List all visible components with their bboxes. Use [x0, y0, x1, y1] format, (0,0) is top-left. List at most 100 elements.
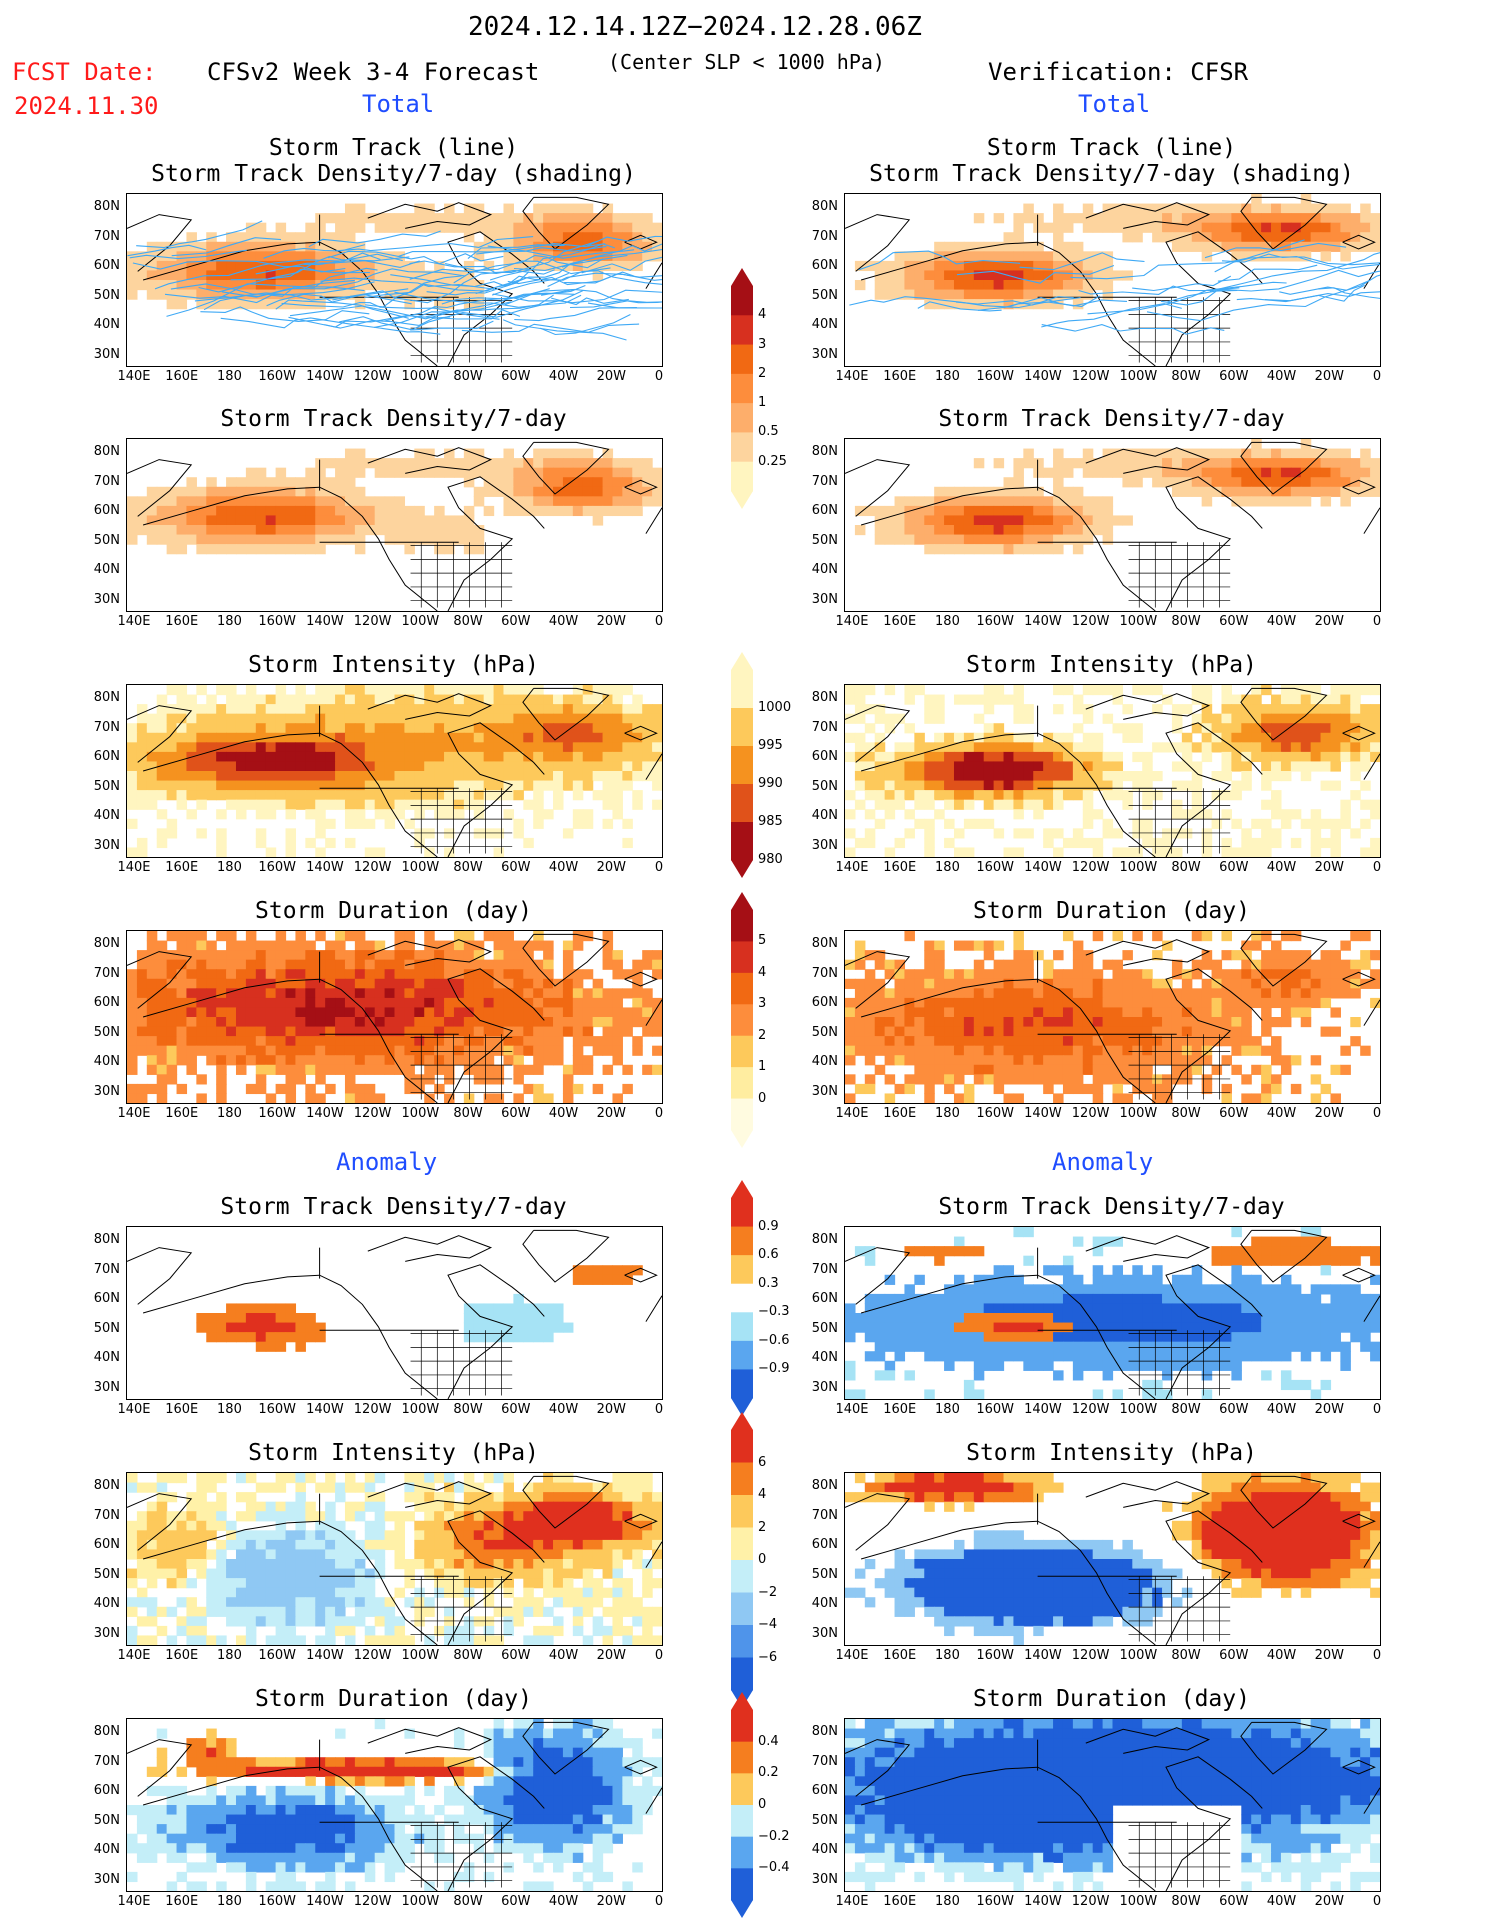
heatmap-cell [364, 704, 376, 715]
heatmap-cell [444, 1064, 455, 1075]
heatmap-cell [1072, 525, 1084, 536]
heatmap-cell [983, 1064, 995, 1075]
heatmap-cell [344, 525, 356, 536]
heatmap-cell [1340, 988, 1351, 999]
heatmap-cell [993, 732, 1005, 743]
heatmap-cell [364, 713, 376, 724]
heatmap-cell [216, 847, 227, 857]
heatmap-cell [285, 232, 297, 243]
heatmap-cell [414, 950, 425, 961]
heatmap-cell [944, 486, 955, 497]
heatmap-cell [1003, 1017, 1015, 1028]
heatmap-cell [642, 486, 653, 497]
coastline-5 [1363, 999, 1380, 1026]
heatmap-cell [1112, 1026, 1124, 1037]
heatmap-cell [503, 988, 514, 999]
heatmap-cell [146, 732, 158, 743]
heatmap-cell [186, 534, 197, 545]
heatmap-cell [612, 213, 623, 224]
heatmap-cell [632, 723, 643, 734]
heatmap-cell [1023, 1064, 1034, 1075]
heatmap-cell [543, 448, 554, 459]
lon-tick-label: 120W [1071, 614, 1110, 629]
heatmap-cell [305, 251, 316, 262]
heatmap-cell [1241, 251, 1252, 262]
heatmap-cell [1231, 232, 1242, 243]
heatmap-cell [582, 1026, 594, 1037]
lat-tick-label: 40N [93, 1350, 120, 1366]
heatmap-cell [245, 723, 257, 734]
heatmap-cell [572, 505, 584, 517]
heatmap-cell [394, 809, 406, 820]
heatmap-cell [335, 1064, 346, 1075]
heatmap-cell [444, 969, 455, 980]
heatmap-cell [1310, 988, 1322, 999]
heatmap-cell [1201, 1017, 1213, 1028]
heatmap-cell [1340, 694, 1351, 705]
heatmap-cell [335, 931, 346, 942]
heatmap-cell [1280, 458, 1292, 469]
heatmap-cell [1181, 203, 1193, 214]
heatmap-cell [894, 790, 906, 801]
heatmap-cell [953, 1236, 965, 1247]
heatmap-cell [513, 704, 524, 715]
heatmap-cell [1043, 1313, 1054, 1324]
heatmap-cell [1082, 505, 1094, 517]
heatmap-cell [1033, 251, 1044, 262]
heatmap-cell [1280, 761, 1292, 772]
heatmap-cell [904, 1083, 915, 1095]
heatmap-cell [335, 685, 346, 696]
heatmap-cell [1261, 222, 1272, 233]
heatmap-cell [572, 931, 584, 942]
heatmap-cell [864, 1293, 876, 1305]
heatmap-cell [1310, 818, 1322, 829]
heatmap-cell [1053, 847, 1064, 857]
heatmap-cell [1152, 448, 1163, 459]
heatmap-cell [315, 732, 326, 743]
heatmap-cell [1251, 969, 1262, 980]
heatmap-cell [176, 931, 188, 942]
heatmap-cell [325, 534, 336, 545]
heatmap-cell [1053, 732, 1064, 743]
heatmap-cell [864, 761, 876, 772]
heatmap-cell [884, 723, 896, 734]
heatmap-cell [315, 969, 326, 980]
heatmap-cell [206, 486, 217, 497]
heatmap-cell [1330, 761, 1341, 772]
heatmap-cell [845, 1045, 856, 1056]
heatmap-cell [265, 232, 277, 243]
heatmap-cell [1310, 1055, 1322, 1066]
heatmap-cell [424, 988, 435, 999]
lon-tick-label: 140E [117, 614, 151, 629]
heatmap-cell [1062, 1284, 1074, 1295]
heatmap-cell [983, 1007, 995, 1018]
heatmap-cell [127, 1036, 138, 1047]
heatmap-cell [1271, 969, 1282, 980]
heatmap-cell [1310, 1246, 1322, 1257]
heatmap-cell [1280, 1303, 1292, 1314]
heatmap-cell [904, 515, 915, 526]
heatmap-cell [1142, 213, 1153, 224]
heatmap-cell [196, 260, 207, 272]
heatmap-cell [1211, 213, 1223, 224]
heatmap-cell [483, 959, 495, 970]
heatmap-cell [414, 969, 425, 980]
heatmap-cell [1251, 685, 1262, 696]
heatmap-cell [553, 790, 564, 801]
heatmap-cell [1221, 694, 1232, 705]
heatmap-cell [622, 251, 633, 262]
heatmap-cell [1370, 685, 1380, 696]
heatmap-cell [315, 525, 326, 536]
heatmap-cell [572, 809, 584, 820]
heatmap-cell [894, 1293, 906, 1305]
heatmap-cell [1082, 742, 1094, 753]
heatmap-cell [1191, 203, 1203, 214]
heatmap-cell [533, 1322, 544, 1333]
heatmap-cell [1122, 790, 1133, 801]
heatmap-cell [1082, 534, 1094, 545]
heatmap-cell [953, 299, 965, 310]
heatmap-cell [503, 1017, 514, 1028]
heatmap-cell [1330, 969, 1341, 980]
heatmap-cell [1102, 525, 1114, 536]
heatmap-cell [993, 1064, 1005, 1075]
